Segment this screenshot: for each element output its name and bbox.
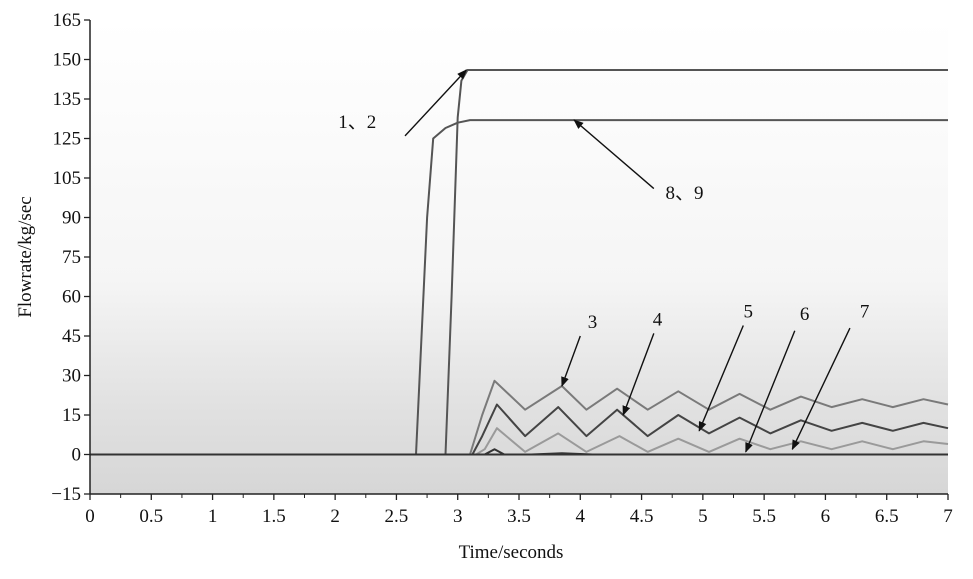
series-line-2 <box>90 119 948 456</box>
x-tick-label: 3.5 <box>507 506 531 527</box>
annotation-arrow-7 <box>791 327 851 451</box>
x-tick-label: 5.5 <box>752 506 776 527</box>
annotation-arrow-4 <box>622 333 655 416</box>
y-tick-label: 60 <box>62 287 81 308</box>
y-tick-label: 165 <box>53 10 82 31</box>
annotation-label-1: 1、2 <box>338 112 376 133</box>
annotation-arrow-6 <box>745 330 796 453</box>
series-line-3 <box>90 379 949 456</box>
x-tick-label: 4 <box>576 506 586 527</box>
series-line-4 <box>90 403 949 456</box>
annotation-label-2: 8、9 <box>665 183 703 204</box>
x-tick-label: 1 <box>208 506 218 527</box>
annotation-layer: 1、2 8、9 3 4 5 6 7 <box>338 69 870 453</box>
annotation-label-3: 3 <box>588 312 598 333</box>
x-tick-label: 0 <box>85 506 95 527</box>
annotation-label-6: 6 <box>800 304 810 325</box>
annotation-label-5: 5 <box>743 302 753 323</box>
y-tick-label: 150 <box>53 50 82 71</box>
annotation-arrow-3 <box>561 335 581 387</box>
annotation-arrow-1 <box>404 69 467 137</box>
x-tick-label: 2.5 <box>385 506 409 527</box>
x-tick-label: 5 <box>698 506 708 527</box>
y-tick-label: 135 <box>53 89 82 110</box>
plot-background <box>90 20 948 494</box>
series-line-5 <box>90 427 949 456</box>
y-tick-label: 15 <box>62 405 81 426</box>
x-axis-title: Time/seconds <box>459 542 564 563</box>
y-axis-title: Flowrate/kg/sec <box>15 196 36 317</box>
y-tick-label: 45 <box>62 326 81 347</box>
x-tick-label: 1.5 <box>262 506 286 527</box>
annotation-label-7: 7 <box>860 302 870 323</box>
annotation-arrow-5 <box>698 325 744 432</box>
series-layer <box>90 69 949 456</box>
y-tick-label: 105 <box>53 168 82 189</box>
x-tick-label: 4.5 <box>630 506 654 527</box>
x-tick-label: 7 <box>943 506 953 527</box>
y-tick-label: 0 <box>72 445 82 466</box>
y-tick-label: 75 <box>62 247 81 268</box>
x-tick-label: 2 <box>330 506 340 527</box>
x-tick-label: 6 <box>821 506 831 527</box>
x-tick-label: 0.5 <box>139 506 163 527</box>
y-tick-label: 90 <box>62 208 81 229</box>
y-tick-label: 125 <box>53 129 82 150</box>
x-tick-label: 3 <box>453 506 463 527</box>
annotation-arrow-2 <box>573 119 655 190</box>
y-tick-label: 30 <box>62 366 81 387</box>
x-tick-label: 6.5 <box>875 506 899 527</box>
annotation-label-4: 4 <box>653 309 663 330</box>
y-tick-label: −15 <box>51 484 81 505</box>
